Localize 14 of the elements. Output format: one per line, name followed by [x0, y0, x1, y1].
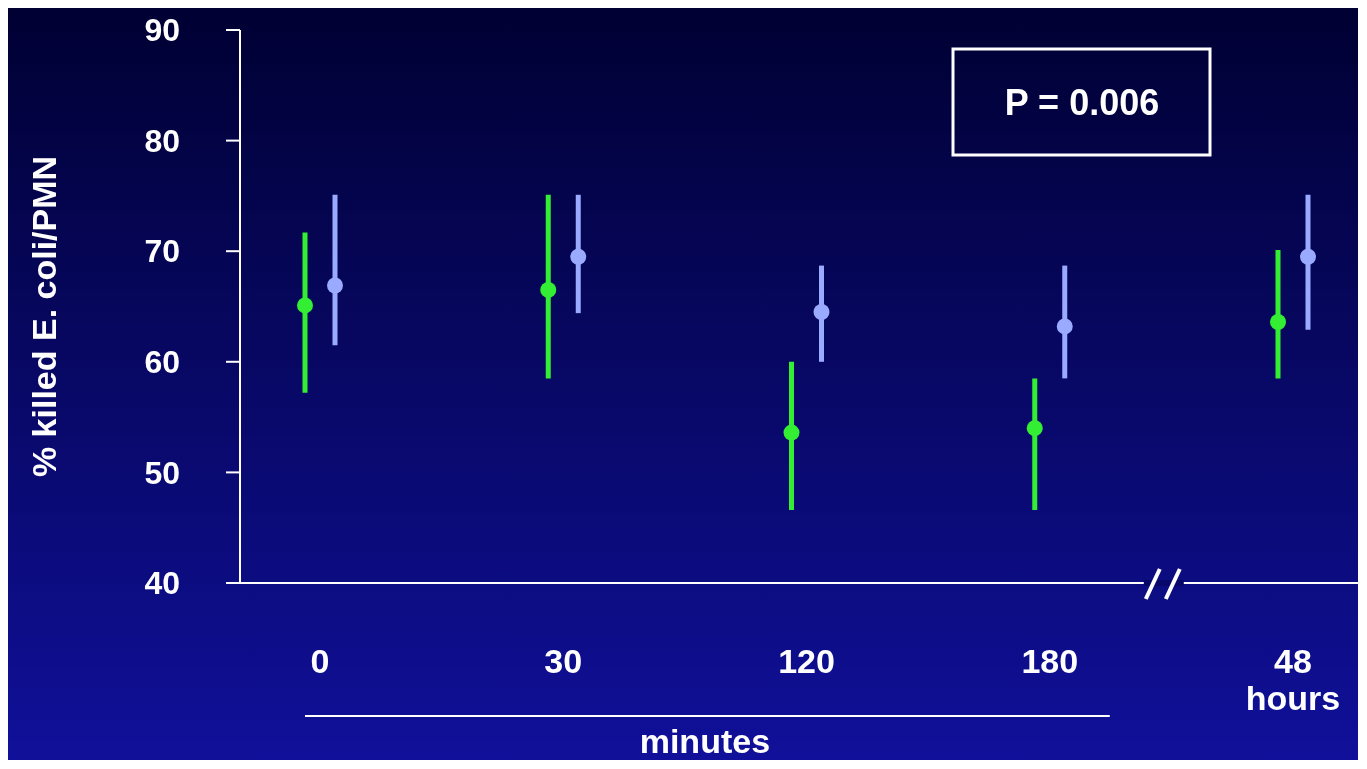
y-axis-title: % killed E. coli/PMN: [25, 155, 63, 478]
x-axis-title: minutes: [639, 722, 771, 760]
y-tick-label: 50: [144, 454, 180, 491]
y-tick-label: 40: [144, 565, 180, 602]
y-tick-label: 70: [144, 233, 180, 270]
x-tick-label: 0: [310, 642, 330, 680]
y-tick-label: 60: [144, 344, 180, 380]
x-tick-label: 30: [544, 642, 583, 680]
x-tick-label: 180: [1021, 642, 1079, 680]
x-tick-label: 48 hours: [1245, 642, 1341, 718]
y-tick-label: 90: [144, 12, 180, 49]
y-tick-label: 80: [144, 122, 180, 159]
annotation: P = 0.006: [1004, 81, 1160, 123]
x-tick-label: 120: [778, 642, 835, 680]
